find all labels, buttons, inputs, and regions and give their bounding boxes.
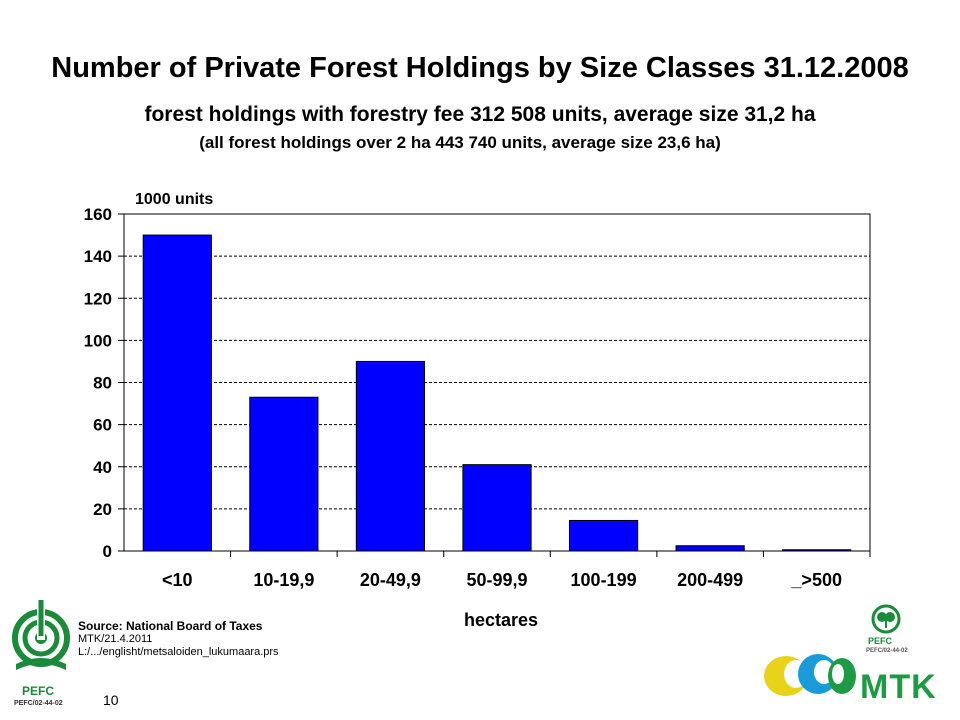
y-tick-label-60: 60	[93, 416, 112, 435]
x-tick-label-6: _>500	[790, 570, 842, 590]
pefc-tree-logo-icon	[12, 600, 70, 670]
bar-2	[355, 360, 426, 552]
bars	[142, 234, 852, 552]
pefc-left-code: PEFC/02-44-02	[14, 700, 63, 707]
y-tick-label-40: 40	[93, 458, 112, 477]
chart-subtitle: forest holdings with forestry fee 312 50…	[144, 103, 816, 126]
y-axis-label: 1000 units	[135, 191, 213, 208]
pefc-right-label: PEFC	[868, 636, 893, 646]
x-tick-label-3: 50-99,9	[466, 570, 527, 590]
pefc-small-logo-icon	[871, 604, 901, 634]
bar-5	[675, 545, 745, 552]
y-tick-label-160: 160	[84, 205, 112, 224]
axis-ticks: 0 20 40 60 80 100 120 140 160 <10 10-19,9 20-49,9 50…	[84, 205, 871, 590]
chart-subtitle-secondary: (all forest holdings over 2 ha 443 740 u…	[199, 133, 721, 152]
source-path: L:/.../englisht/metsaloiden_lukumaara.pr…	[78, 646, 279, 658]
x-axis-label: hectares	[464, 610, 538, 630]
x-tick-label-5: 200-499	[677, 570, 743, 590]
bar-0	[142, 234, 212, 552]
pefc-left-label: PEFC	[22, 684, 55, 698]
bar-3	[462, 464, 532, 552]
source-note: Source: National Board of Taxes MTK/21.4…	[78, 620, 279, 659]
y-tick-label-0: 0	[103, 542, 112, 561]
x-tick-label-4: 100-199	[571, 570, 637, 590]
chart-title: Number of Private Forest Holdings by Siz…	[51, 52, 909, 84]
y-tick-label-100: 100	[84, 331, 112, 350]
bar-1	[249, 396, 319, 552]
y-tick-label-120: 120	[84, 289, 112, 308]
y-tick-label-80: 80	[93, 374, 112, 393]
page-number: 10	[103, 692, 119, 708]
y-tick-label-20: 20	[93, 500, 112, 519]
source-text: Source: National Board of Taxes	[78, 619, 263, 633]
mtk-logo-icon	[764, 654, 856, 696]
bar-4	[568, 519, 639, 552]
mtk-logo-text: MTK	[860, 668, 937, 706]
x-tick-label-2: 20-49,9	[360, 570, 421, 590]
bar-6	[782, 549, 852, 552]
pefc-right-code: PEFC/02-44-02	[866, 648, 908, 654]
x-tick-label-0: <10	[162, 570, 193, 590]
x-tick-label-1: 10-19,9	[253, 570, 314, 590]
source-date: MTK/21.4.2011	[78, 633, 153, 645]
y-tick-label-140: 140	[84, 247, 112, 266]
